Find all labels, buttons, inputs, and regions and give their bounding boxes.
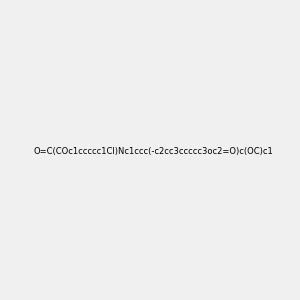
Text: O=C(COc1ccccc1Cl)Nc1ccc(-c2cc3ccccc3oc2=O)c(OC)c1: O=C(COc1ccccc1Cl)Nc1ccc(-c2cc3ccccc3oc2=… xyxy=(34,147,274,156)
